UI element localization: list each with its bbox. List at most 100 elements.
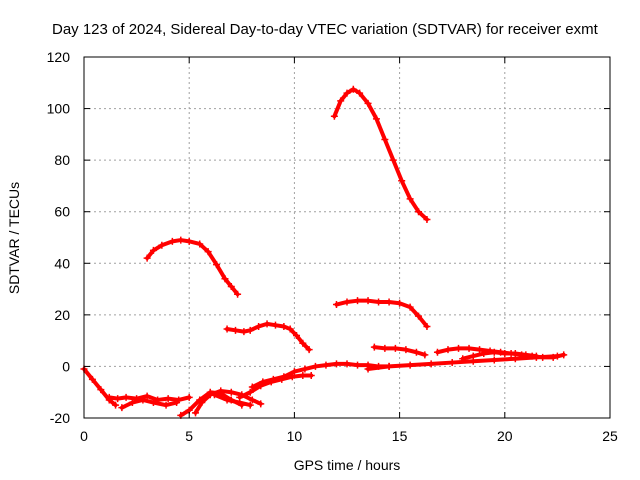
data-point	[263, 320, 271, 328]
data-point	[271, 321, 279, 329]
data-point	[231, 326, 239, 334]
data-point	[396, 299, 404, 307]
data-point	[433, 348, 441, 356]
data-point	[522, 351, 530, 359]
data-point	[385, 298, 393, 306]
series-line	[212, 392, 253, 408]
data-series-arc-11	[330, 85, 431, 223]
data-point	[412, 348, 420, 356]
data-point	[246, 388, 254, 396]
data-point	[269, 375, 277, 383]
data-point	[149, 399, 157, 407]
data-point	[343, 360, 351, 368]
y-tick-label: 100	[47, 101, 71, 117]
data-point	[343, 298, 351, 306]
data-point	[114, 395, 122, 403]
data-point	[444, 346, 452, 354]
data-point	[236, 393, 244, 401]
data-point	[560, 351, 568, 359]
data-point	[185, 393, 193, 401]
data-point	[421, 351, 429, 359]
data-point	[164, 395, 172, 403]
y-tick-label: 120	[47, 49, 71, 65]
data-point	[248, 396, 256, 404]
y-tick-label: 40	[54, 255, 70, 271]
data-point	[118, 404, 126, 412]
data-series-arc-3	[118, 396, 181, 412]
plot-frame	[83, 56, 611, 419]
axis-ticks: 0 5 10 15 20 25 -20 0 20 40 60 80 100 120	[47, 49, 618, 444]
data-point	[385, 362, 393, 370]
data-point	[511, 350, 519, 358]
data-point	[290, 368, 298, 376]
data-point	[402, 346, 410, 354]
data-point	[370, 343, 378, 351]
data-point	[364, 365, 372, 373]
data-point	[337, 97, 345, 105]
data-point	[381, 136, 389, 144]
data-point	[322, 361, 330, 369]
data-point	[364, 297, 372, 305]
data-point	[391, 344, 399, 352]
data-series-arc-2	[105, 392, 193, 404]
data-point	[213, 261, 221, 269]
data-point	[128, 399, 136, 407]
data-point	[280, 322, 288, 330]
data-point	[332, 360, 340, 368]
data-point	[299, 339, 307, 347]
data-point	[299, 371, 307, 379]
y-tick-label: 0	[62, 358, 70, 374]
y-tick-label: -20	[50, 410, 70, 426]
data-point	[293, 331, 301, 339]
data-point	[448, 359, 456, 367]
data-point	[406, 195, 414, 203]
data-point	[227, 282, 235, 290]
data-point	[356, 89, 364, 97]
data-point	[162, 401, 170, 409]
data-point	[364, 99, 372, 107]
data-point	[423, 215, 431, 223]
data-point	[97, 386, 105, 394]
data-point	[286, 325, 294, 333]
data-series-arc-8	[223, 320, 313, 354]
data-point	[204, 248, 212, 256]
data-point	[185, 237, 193, 245]
y-tick-label: 80	[54, 152, 70, 168]
x-tick-label: 15	[392, 428, 408, 444]
data-point	[330, 112, 338, 120]
data-point	[240, 328, 248, 336]
data-point	[139, 396, 147, 404]
data-point	[227, 388, 235, 396]
data-point	[455, 344, 463, 352]
data-series-arc-16	[459, 348, 540, 363]
data-point	[332, 301, 340, 309]
data-point	[210, 391, 218, 399]
x-tick-label: 25	[602, 428, 618, 444]
data-point	[192, 409, 200, 417]
data-point	[143, 392, 151, 400]
data-point	[168, 237, 176, 245]
data-point	[406, 361, 414, 369]
data-point	[476, 346, 484, 354]
data-point	[354, 297, 362, 305]
x-tick-label: 20	[497, 428, 513, 444]
data-point	[305, 346, 313, 354]
data-point	[415, 208, 423, 216]
data-point	[257, 400, 265, 408]
data-point	[173, 399, 181, 407]
series-line	[193, 388, 263, 415]
data-point	[221, 275, 229, 283]
data-point	[406, 303, 414, 311]
x-axis-label: GPS time / hours	[294, 457, 401, 473]
data-point	[112, 401, 120, 409]
data-point	[532, 352, 540, 360]
x-tick-label: 0	[80, 428, 88, 444]
data-series-arc-10	[248, 360, 393, 391]
data-point	[311, 362, 319, 370]
data-point	[459, 355, 467, 363]
y-tick-label: 20	[54, 307, 70, 323]
data-point	[427, 360, 435, 368]
data-point	[349, 85, 357, 93]
